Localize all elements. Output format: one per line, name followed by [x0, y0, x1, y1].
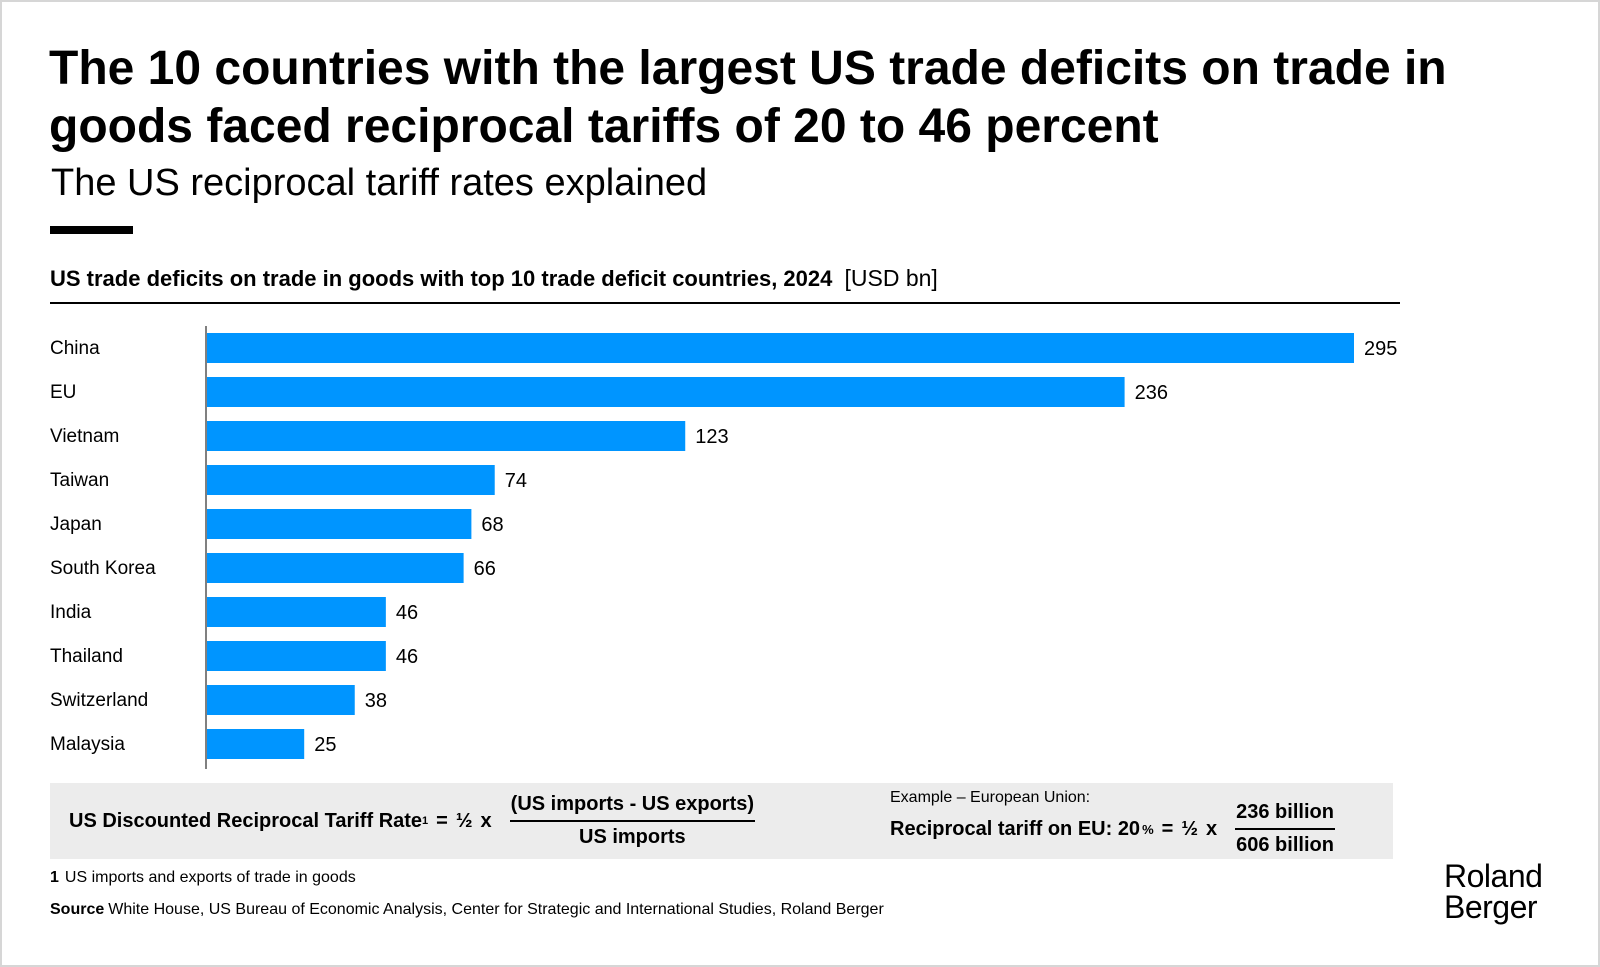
chart-heading: US trade deficits on trade in goods with…	[50, 264, 938, 293]
example-half: ½	[1181, 817, 1198, 840]
source-label: Source	[50, 901, 105, 918]
chart-unit: [USD bn]	[844, 265, 938, 291]
formula-numerator: (US imports - US exports)	[509, 793, 756, 822]
bar-vietnam	[207, 421, 686, 451]
footnote: 1 US imports and exports of trade in good…	[50, 869, 356, 887]
category-label: Malaysia	[50, 734, 125, 755]
category-label: India	[50, 602, 92, 623]
example-formula: Reciprocal tariff on EU: 20% = ½ x 236 b…	[890, 799, 1335, 859]
logo-line-1: Roland	[1444, 858, 1543, 894]
bar-india	[207, 597, 386, 627]
formula-box: US Discounted Reciprocal Tariff Rate 1 = …	[50, 783, 1393, 859]
data-label: 123	[695, 426, 728, 448]
bar-thailand	[207, 641, 386, 671]
formula-label: US Discounted Reciprocal Tariff Rate	[69, 809, 423, 832]
bar-malaysia	[207, 729, 305, 759]
logo-line-2: Berger	[1444, 889, 1538, 925]
bar-china	[207, 333, 1354, 363]
category-label: EU	[50, 382, 76, 403]
footnote-text: US imports and exports of trade in goods	[64, 869, 356, 886]
chart-title: US trade deficits on trade in goods with…	[50, 266, 833, 291]
bar-switzerland	[207, 685, 355, 715]
data-label: 74	[505, 470, 527, 492]
example-fraction: 236 billion 606 billion	[1235, 801, 1335, 857]
formula-denominator: US imports	[579, 826, 686, 848]
example-lhs: Reciprocal tariff on EU: 20	[890, 817, 1141, 840]
bar-eu	[207, 377, 1125, 407]
bar-japan	[207, 509, 472, 539]
formula-footnote-mark: 1	[422, 815, 429, 827]
category-label: Vietnam	[50, 426, 119, 447]
example-equals: =	[1161, 817, 1174, 840]
roland-berger-logo: Roland Berger	[1444, 858, 1543, 925]
data-label: 295	[1364, 338, 1397, 360]
formula-half: ½	[455, 809, 473, 832]
footnote-number: 1	[50, 869, 59, 886]
category-label: Switzerland	[50, 690, 148, 711]
data-label: 236	[1135, 382, 1168, 404]
page-title: The 10 countries with the largest US tra…	[49, 42, 1447, 153]
example-numerator: 236 billion	[1235, 801, 1335, 830]
title-accent-bar	[50, 226, 133, 234]
formula-fraction: (US imports - US exports) US imports	[509, 793, 756, 849]
category-label: Taiwan	[50, 470, 109, 491]
data-label: 25	[314, 734, 336, 756]
bar-south-korea	[207, 553, 464, 583]
example-percent: %	[1142, 821, 1154, 837]
source-note: Source White House, US Bureau of Economic…	[50, 901, 884, 919]
formula-equals: =	[436, 809, 448, 832]
data-label: 68	[481, 514, 503, 536]
source-text: White House, US Bureau of Economic Analy…	[108, 901, 884, 918]
data-label: 66	[474, 558, 496, 580]
tariff-formula: US Discounted Reciprocal Tariff Rate 1 = …	[69, 783, 756, 859]
example-times: x	[1206, 817, 1218, 840]
page-subtitle: The US reciprocal tariff rates explained	[51, 162, 708, 204]
bar-taiwan	[207, 465, 495, 495]
example-label: Example – European Union:	[890, 789, 1091, 806]
category-label: China	[50, 338, 100, 359]
category-label: South Korea	[50, 558, 156, 579]
data-label: 38	[365, 690, 387, 712]
category-label: Japan	[50, 514, 102, 535]
data-label: 46	[396, 602, 418, 624]
data-label: 46	[396, 646, 418, 668]
chart-heading-rule	[50, 302, 1400, 304]
example-denominator: 606 billion	[1236, 834, 1334, 856]
formula-times: x	[480, 809, 492, 832]
category-label: Thailand	[50, 646, 123, 667]
